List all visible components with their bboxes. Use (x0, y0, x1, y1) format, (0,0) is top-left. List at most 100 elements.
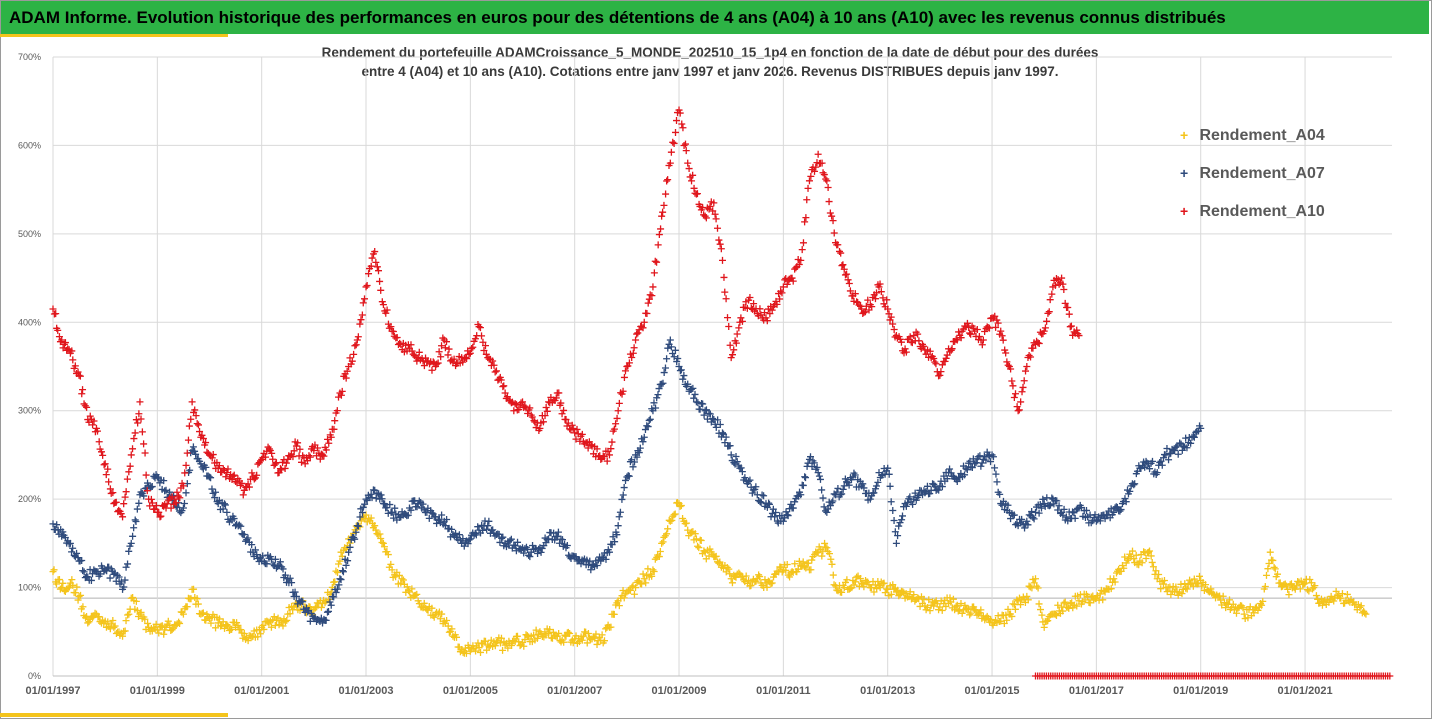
data-point-rendement_a10 (649, 283, 657, 291)
data-point-rendement_a10 (359, 299, 367, 307)
data-point-rendement_a04 (68, 576, 76, 584)
data-point-rendement_a10 (367, 262, 375, 270)
data-point-rendement_a10 (843, 270, 851, 278)
data-point-rendement_a10 (669, 138, 677, 146)
data-point-rendement_a04 (1270, 563, 1278, 571)
data-point-zero-rendement_a10 (1386, 672, 1394, 680)
data-point-rendement_a04 (858, 579, 866, 587)
data-point-rendement_a10 (176, 494, 184, 502)
data-point-rendement_a10 (732, 339, 740, 347)
data-point-rendement_a10 (812, 163, 820, 171)
data-point-rendement_a10 (463, 355, 471, 363)
data-point-rendement_a10 (127, 451, 135, 459)
data-point-rendement_a07 (251, 546, 259, 554)
data-point-rendement_a07 (902, 502, 910, 510)
data-point-rendement_a10 (564, 419, 572, 427)
data-point-rendement_a07 (1141, 463, 1149, 471)
data-point-rendement_a04 (384, 551, 392, 559)
data-point-rendement_a10 (654, 241, 662, 249)
data-point-rendement_a10 (667, 148, 675, 156)
data-point-rendement_a04 (1004, 605, 1012, 613)
data-point-rendement_a04 (179, 610, 187, 618)
data-point-rendement_a10 (1043, 317, 1051, 325)
data-point-rendement_a10 (621, 367, 629, 375)
data-point-rendement_a04 (56, 585, 64, 593)
data-point-rendement_a07 (333, 585, 341, 593)
data-point-rendement_a10 (408, 347, 416, 355)
data-point-rendement_a07 (967, 463, 975, 471)
data-point-rendement_a04 (726, 570, 734, 578)
data-point-rendement_a04 (728, 579, 736, 587)
data-point-rendement_a07 (507, 535, 515, 543)
data-point-rendement_a04 (880, 579, 888, 587)
data-point-rendement_a10 (173, 488, 181, 496)
data-point-rendement_a07 (140, 492, 148, 500)
data-point-rendement_a07 (1021, 524, 1029, 532)
data-point-rendement_a04 (1356, 603, 1364, 611)
data-point-rendement_a04 (797, 561, 805, 569)
data-point-rendement_a10 (615, 399, 623, 407)
data-point-rendement_a04 (953, 601, 961, 609)
data-point-rendement_a07 (179, 504, 187, 512)
data-point-rendement_a04 (1066, 599, 1074, 607)
data-point-rendement_a10 (86, 412, 94, 420)
data-point-rendement_a07 (987, 458, 995, 466)
data-point-rendement_a04 (598, 631, 606, 639)
data-point-rendement_a07 (709, 414, 717, 422)
data-point-rendement_a10 (163, 500, 171, 508)
data-point-rendement_a07 (1107, 505, 1115, 513)
data-point-rendement_a07 (712, 423, 720, 431)
data-point-rendement_a04 (215, 615, 223, 623)
data-point-rendement_a10 (361, 295, 369, 303)
data-point-rendement_a04 (283, 616, 291, 624)
data-point-rendement_a07 (741, 474, 749, 482)
data-point-rendement_a07 (732, 453, 740, 461)
data-point-rendement_a04 (1110, 575, 1118, 583)
data-point-rendement_a04 (1081, 596, 1089, 604)
data-point-rendement_a04 (269, 616, 277, 624)
data-point-rendement_a04 (1343, 590, 1351, 598)
data-point-rendement_a07 (148, 483, 156, 491)
data-point-rendement_a10 (93, 427, 101, 435)
y-tick-label: 700% (18, 52, 41, 62)
data-point-rendement_a04 (694, 542, 702, 550)
data-point-rendement_a04 (773, 567, 781, 575)
data-point-rendement_a07 (1121, 495, 1129, 503)
data-point-rendement_a10 (393, 334, 401, 342)
data-point-rendement_a07 (782, 508, 790, 516)
data-point-rendement_a10 (646, 291, 654, 299)
data-point-rendement_a04 (906, 588, 914, 596)
data-point-rendement_a07 (745, 477, 753, 485)
data-point-rendement_a07 (982, 456, 990, 464)
data-point-rendement_a10 (805, 177, 813, 185)
data-point-rendement_a04 (212, 624, 220, 632)
data-point-rendement_a07 (1163, 444, 1171, 452)
data-point-rendement_a04 (1128, 547, 1136, 555)
data-point-rendement_a04 (387, 560, 395, 568)
data-point-rendement_a07 (359, 503, 367, 511)
data-point-rendement_a10 (884, 305, 892, 313)
data-point-rendement_a04 (677, 502, 685, 510)
data-point-rendement_a10 (1023, 363, 1031, 370)
data-point-rendement_a10 (119, 513, 127, 521)
y-tick-label: 200% (18, 494, 41, 504)
data-point-rendement_a10 (181, 469, 189, 477)
data-point-rendement_a10 (223, 469, 231, 477)
data-point-rendement_a04 (756, 573, 764, 581)
data-point-rendement_a10 (840, 265, 848, 273)
data-point-rendement_a10 (937, 368, 945, 376)
data-point-rendement_a07 (737, 464, 745, 472)
data-point-rendement_a10 (593, 445, 601, 453)
data-point-rendement_a07 (996, 490, 1004, 498)
data-point-rendement_a07 (1122, 498, 1130, 506)
data-point-rendement_a04 (564, 628, 572, 636)
data-point-rendement_a07 (1048, 494, 1056, 502)
data-point-rendement_a07 (613, 531, 621, 539)
data-point-rendement_a07 (235, 521, 243, 529)
data-point-rendement_a07 (459, 535, 467, 543)
data-point-rendement_a10 (250, 475, 258, 483)
data-point-rendement_a10 (773, 300, 781, 308)
data-point-rendement_a07 (248, 541, 256, 549)
data-point-rendement_a07 (534, 550, 542, 558)
data-point-rendement_a04 (800, 563, 808, 571)
